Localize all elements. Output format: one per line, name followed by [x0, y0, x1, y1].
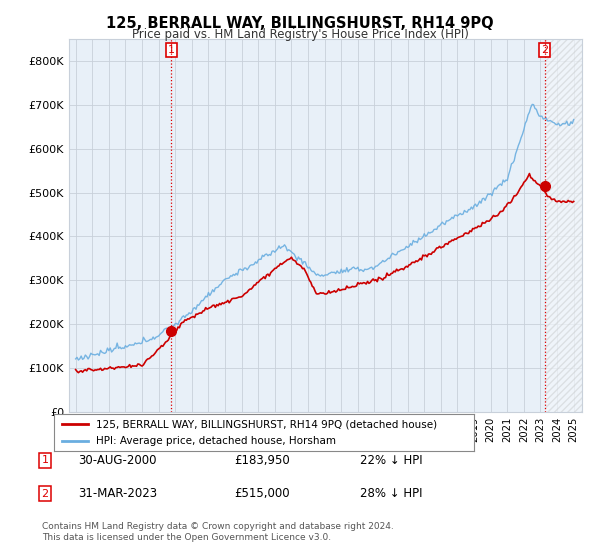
Text: Price paid vs. HM Land Registry's House Price Index (HPI): Price paid vs. HM Land Registry's House … — [131, 28, 469, 41]
Text: 31-MAR-2023: 31-MAR-2023 — [78, 487, 157, 501]
Text: 125, BERRALL WAY, BILLINGSHURST, RH14 9PQ: 125, BERRALL WAY, BILLINGSHURST, RH14 9P… — [106, 16, 494, 31]
Text: This data is licensed under the Open Government Licence v3.0.: This data is licensed under the Open Gov… — [42, 533, 331, 542]
Text: 30-AUG-2000: 30-AUG-2000 — [78, 454, 157, 467]
Text: 22% ↓ HPI: 22% ↓ HPI — [360, 454, 422, 467]
Text: 28% ↓ HPI: 28% ↓ HPI — [360, 487, 422, 501]
Bar — [545, 39, 582, 412]
Text: 125, BERRALL WAY, BILLINGSHURST, RH14 9PQ (detached house): 125, BERRALL WAY, BILLINGSHURST, RH14 9P… — [96, 419, 437, 429]
Bar — [545, 39, 582, 412]
Text: 1: 1 — [167, 45, 175, 55]
Text: 2: 2 — [41, 489, 49, 499]
Text: £515,000: £515,000 — [234, 487, 290, 501]
Text: HPI: Average price, detached house, Horsham: HPI: Average price, detached house, Hors… — [96, 436, 336, 446]
Text: 2: 2 — [541, 45, 548, 55]
Text: £183,950: £183,950 — [234, 454, 290, 467]
Text: Contains HM Land Registry data © Crown copyright and database right 2024.: Contains HM Land Registry data © Crown c… — [42, 522, 394, 531]
Text: 1: 1 — [41, 455, 49, 465]
